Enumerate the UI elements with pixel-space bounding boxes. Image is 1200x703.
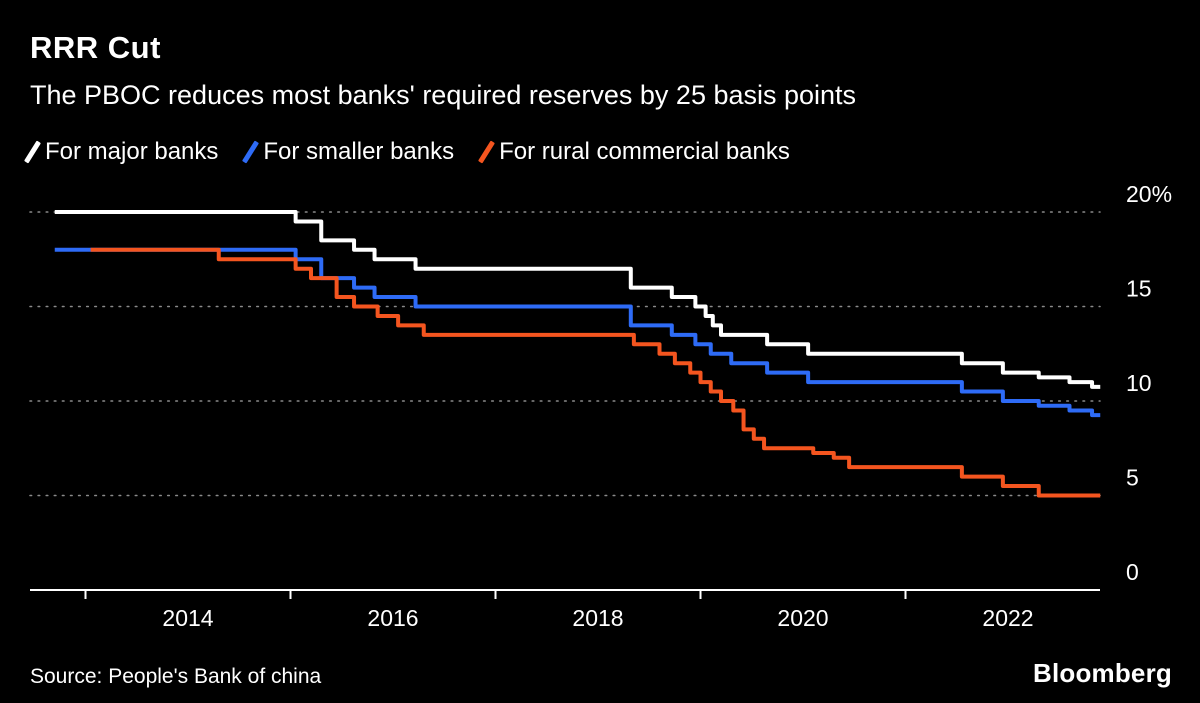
- series-line-for-rural-commercial-banks: [90, 247, 1101, 498]
- y-axis-label-0: 0: [1126, 559, 1139, 585]
- chart-footer: Source: People's Bank of china Bloomberg: [0, 658, 1200, 689]
- series-line-for-smaller-banks: [54, 247, 1101, 418]
- y-axis-label-10: 10: [1126, 370, 1152, 396]
- legend-label-rural-banks: For rural commercial banks: [499, 138, 790, 165]
- legend-swatch-rural-banks-icon: [478, 140, 496, 164]
- x-axis-label-2022: 2022: [982, 605, 1033, 631]
- chart-header: RRR Cut The PBOC reduces most banks' req…: [30, 30, 856, 111]
- y-axis-label-5: 5: [1126, 465, 1139, 491]
- legend-item-smaller-banks: For smaller banks: [242, 138, 455, 166]
- y-axis-label-15: 15: [1126, 276, 1152, 302]
- chart-legend: For major banks For smaller banks For ru…: [24, 138, 790, 166]
- legend-item-major-banks: For major banks: [24, 138, 219, 166]
- x-axis-label-2016: 2016: [367, 605, 418, 631]
- legend-label-major-banks: For major banks: [45, 138, 219, 165]
- rrr-step-line-chart: 20% 15 10 5 0 2014 2016 2018 2020 2022: [29, 181, 1172, 631]
- x-axis-label-2018: 2018: [572, 605, 623, 631]
- legend-label-smaller-banks: For smaller banks: [263, 138, 455, 165]
- chart-subtitle: The PBOC reduces most banks' required re…: [30, 80, 857, 110]
- x-axis-label-2020: 2020: [777, 605, 828, 631]
- chart-title: RRR Cut: [30, 30, 161, 65]
- y-axis-label-20: 20%: [1126, 181, 1172, 207]
- chart-plot-area: 20% 15 10 5 0 2014 2016 2018 2020 2022: [0, 178, 1200, 648]
- legend-swatch-smaller-banks-icon: [242, 140, 260, 164]
- series-line-for-major-banks: [54, 210, 1101, 389]
- bloomberg-logo: Bloomberg: [1032, 658, 1172, 688]
- x-axis-label-2014: 2014: [162, 605, 213, 631]
- source-attribution: Source: People's Bank of china: [30, 665, 322, 688]
- legend-swatch-major-banks-icon: [24, 140, 41, 164]
- legend-item-rural-banks: For rural commercial banks: [478, 138, 790, 166]
